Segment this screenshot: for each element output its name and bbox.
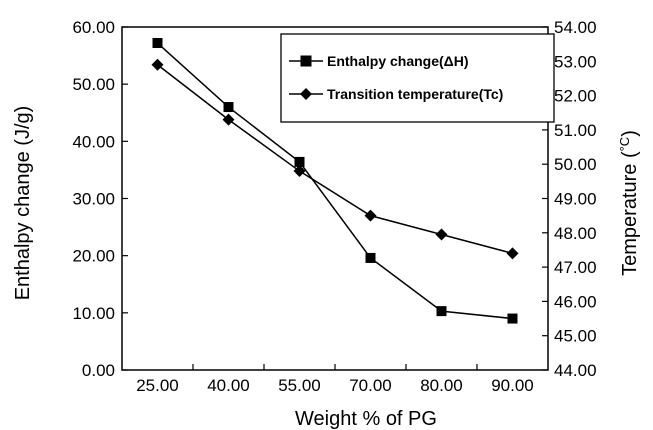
y-right-tick-label: 45.00: [554, 327, 597, 346]
x-tick-label: 90.00: [491, 376, 534, 395]
series-line-enthalpy: [156, 42, 513, 320]
data-point-temperature: [364, 209, 377, 222]
legend-label-enthalpy: Enthalpy change(ΔH): [327, 53, 469, 69]
legend-box: [280, 33, 555, 123]
y-right-tick-label: 51.00: [554, 121, 597, 140]
y-right-tick-label: 53.00: [554, 52, 597, 71]
y-right-tick-label: 54.00: [554, 18, 597, 37]
legend-marker-temperature: [300, 88, 312, 100]
y-axis-title-right-prefix: Temperature (: [619, 151, 641, 276]
legend-label-temperature: Transition temperature(Tc): [327, 86, 503, 102]
y-right-tick-label: 49.00: [554, 190, 597, 209]
y-left-tick-label: 40.00: [72, 132, 115, 151]
legend-marker-enthalpy: [300, 55, 312, 67]
data-point-temperature: [506, 247, 519, 260]
x-axis-title: Weight % of PG: [295, 408, 437, 430]
y-right-tick-label: 50.00: [554, 155, 597, 174]
axes: [121, 26, 549, 371]
data-point-temperature: [151, 58, 164, 71]
y-right-tick-label: 46.00: [554, 292, 597, 311]
y-left-tick-label: 60.00: [72, 18, 115, 37]
y-left-tick-label: 30.00: [72, 190, 115, 209]
data-point-temperature: [222, 113, 235, 126]
x-tick-label: 55.00: [278, 376, 321, 395]
x-tick-label: 70.00: [349, 376, 392, 395]
tick-labels: 0.00 10.00 20.00 30.00 40.00 50.00 60.00 44.00 4…: [72, 18, 596, 395]
y-right-tick-label: 47.00: [554, 258, 597, 277]
y-axis-title-right-suffix: ): [619, 130, 641, 137]
data-point-enthalpy: [507, 313, 518, 324]
y-axis-title-right-unit: °C: [617, 137, 632, 152]
y-right-tick-label: 48.00: [554, 224, 597, 243]
y-left-tick-label: 50.00: [72, 75, 115, 94]
data-point-temperature: [435, 228, 448, 241]
series-line-temperature: [157, 64, 513, 255]
data-point-enthalpy: [294, 156, 305, 167]
x-tick-label: 40.00: [207, 376, 250, 395]
y-left-tick-label: 0.00: [82, 361, 115, 380]
data-point-enthalpy: [436, 306, 447, 317]
data-point-enthalpy: [152, 38, 163, 49]
data-point-enthalpy: [223, 102, 234, 113]
y-axis-title-left: Enthalpy change (J/g): [12, 106, 34, 301]
y-left-tick-label: 20.00: [72, 247, 115, 266]
y-right-tick-label: 44.00: [554, 361, 597, 380]
data-point-temperature: [293, 165, 306, 178]
y-axis-title-right: Temperature (°C): [617, 130, 641, 276]
y-right-tick-label: 52.00: [554, 87, 597, 106]
x-tick-label: 25.00: [136, 376, 179, 395]
series-layer: [151, 38, 519, 324]
x-tick-label: 80.00: [420, 376, 463, 395]
data-point-enthalpy: [365, 252, 376, 263]
legend: Enthalpy change(ΔH) Transition temperatu…: [280, 33, 555, 123]
y-left-tick-label: 10.00: [72, 304, 115, 323]
